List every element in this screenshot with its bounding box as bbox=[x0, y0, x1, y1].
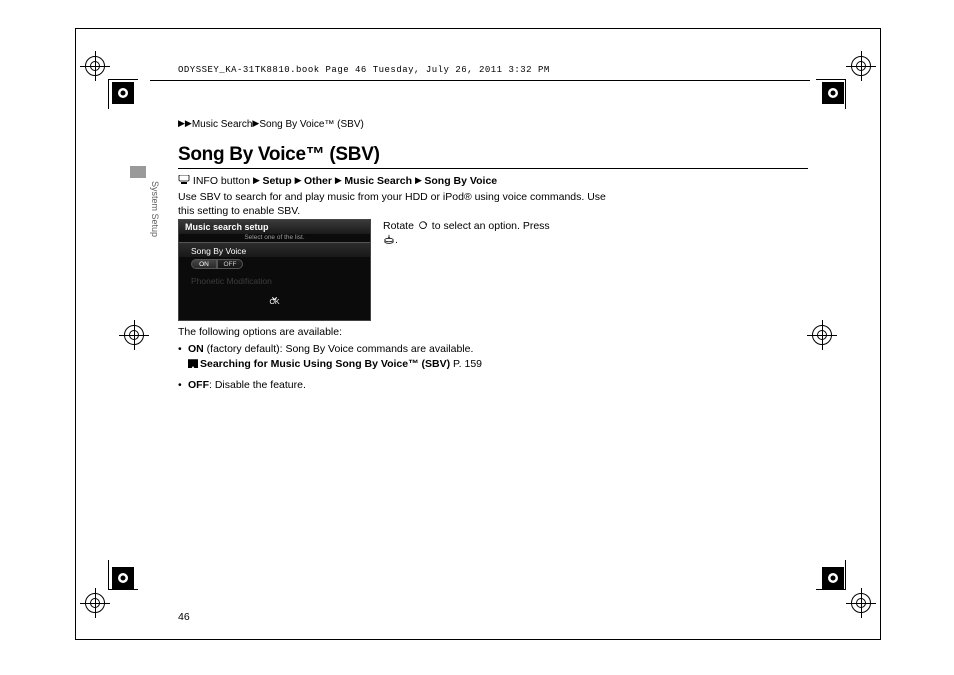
option-off-label: OFF bbox=[188, 379, 209, 391]
nav-lead: INFO button bbox=[193, 175, 250, 187]
triangle-icon: ▶ bbox=[335, 175, 344, 185]
triangle-icon: ▶▶ bbox=[178, 118, 192, 128]
option-on-desc: (factory default): Song By Voice command… bbox=[204, 343, 474, 355]
press-button-icon bbox=[383, 234, 395, 244]
header-rule bbox=[150, 80, 810, 81]
crop-mark-icon bbox=[85, 56, 105, 76]
screenshot-toggle: ON OFF bbox=[191, 259, 370, 269]
title-rule bbox=[178, 168, 808, 169]
guidance-post: . bbox=[395, 234, 398, 246]
xref-icon bbox=[188, 359, 198, 368]
triangle-icon: ▶ bbox=[295, 175, 304, 185]
toggle-off: OFF bbox=[217, 259, 243, 269]
crop-mark-icon bbox=[851, 593, 871, 613]
imprint-line: ODYSSEY_KA-31TK8810.book Page 46 Tuesday… bbox=[178, 65, 550, 75]
page-number: 46 bbox=[178, 611, 190, 623]
triangle-icon: ▶ bbox=[415, 175, 424, 185]
nav-step: Other bbox=[304, 175, 332, 187]
guidance-pre: Rotate bbox=[383, 220, 417, 232]
screenshot-row: Song By Voice bbox=[179, 242, 370, 257]
intro-text: Use SBV to search for and play music fro… bbox=[178, 190, 618, 218]
section-tab bbox=[130, 166, 146, 178]
corner-tick-icon bbox=[816, 79, 846, 109]
xref-title: Searching for Music Using Song By Voice™… bbox=[200, 358, 450, 370]
corner-tick-icon bbox=[816, 560, 846, 590]
guidance-mid: to select an option. Press bbox=[429, 220, 550, 232]
nav-path: INFO button ▶ Setup ▶ Other ▶ Music Sear… bbox=[178, 175, 497, 187]
toggle-on: ON bbox=[191, 259, 217, 269]
corner-tick-icon bbox=[108, 79, 138, 109]
guidance-text: Rotate to select an option. Press . bbox=[383, 219, 603, 247]
nav-step: Song By Voice bbox=[424, 175, 497, 187]
crop-mark-icon bbox=[124, 325, 144, 345]
corner-tick-icon bbox=[108, 560, 138, 590]
breadcrumb-lvl1: Music Search bbox=[192, 119, 253, 130]
section-side-label: System Setup bbox=[150, 181, 160, 237]
option-off-desc: : Disable the feature. bbox=[209, 379, 306, 391]
options-list: ON (factory default): Song By Voice comm… bbox=[178, 342, 618, 400]
screenshot-ok-label: OK bbox=[179, 299, 370, 306]
screenshot-subtitle: Select one of the list. bbox=[179, 234, 370, 242]
crop-mark-icon bbox=[851, 56, 871, 76]
device-screenshot: Music search setup Select one of the lis… bbox=[178, 219, 371, 321]
nav-step: Setup bbox=[262, 175, 291, 187]
option-on-label: ON bbox=[188, 343, 204, 355]
crop-mark-icon bbox=[85, 593, 105, 613]
rotate-dial-icon bbox=[417, 220, 429, 230]
crop-mark-icon bbox=[812, 325, 832, 345]
screenshot-title: Music search setup bbox=[179, 220, 370, 234]
list-item: OFF: Disable the feature. bbox=[178, 378, 618, 393]
breadcrumb: ▶▶Music Search▶Song By Voice™ (SBV) bbox=[178, 118, 364, 130]
nav-step: Music Search bbox=[344, 175, 412, 187]
list-item: ON (factory default): Song By Voice comm… bbox=[178, 342, 618, 372]
breadcrumb-lvl2: Song By Voice™ (SBV) bbox=[259, 119, 364, 130]
xref-page: P. 159 bbox=[450, 358, 482, 370]
info-button-icon bbox=[178, 175, 190, 185]
page-title: Song By Voice™ (SBV) bbox=[178, 144, 380, 166]
options-intro: The following options are available: bbox=[178, 326, 342, 338]
